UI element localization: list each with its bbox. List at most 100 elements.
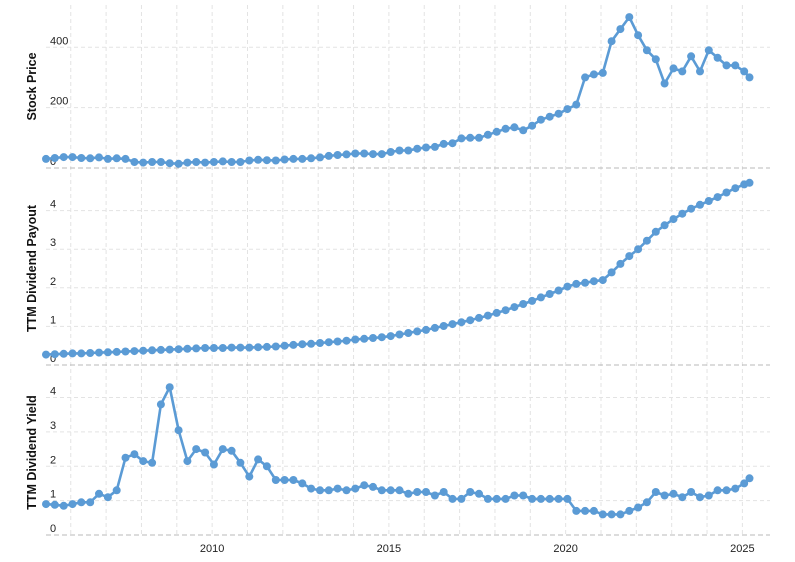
data-point <box>42 500 50 509</box>
data-point <box>59 349 68 358</box>
data-point <box>722 188 731 197</box>
data-point <box>254 455 263 464</box>
data-point <box>201 448 210 457</box>
data-point <box>316 153 324 162</box>
data-point <box>254 343 263 352</box>
data-point <box>280 341 289 350</box>
data-point <box>501 306 510 315</box>
data-point <box>634 31 643 40</box>
data-point <box>589 506 598 515</box>
data-point <box>333 151 342 159</box>
y-tick-label: 2 <box>50 276 56 288</box>
data-point <box>156 400 165 409</box>
data-point <box>360 481 369 490</box>
data-point <box>581 506 590 515</box>
data-point <box>492 494 501 503</box>
data-point <box>148 158 157 166</box>
data-point <box>616 25 625 34</box>
data-point <box>395 146 404 155</box>
data-point <box>457 134 466 143</box>
data-point <box>563 494 572 503</box>
data-point <box>77 154 86 162</box>
data-point <box>545 494 554 503</box>
data-point <box>227 343 236 352</box>
data-point <box>130 347 139 356</box>
data-point <box>377 333 386 342</box>
data-point <box>174 345 183 354</box>
data-point <box>342 336 351 345</box>
data-point <box>572 279 581 288</box>
y-tick-label: 0 <box>50 156 56 168</box>
data-point <box>536 293 545 302</box>
data-point <box>68 500 77 509</box>
data-point <box>316 339 324 347</box>
data-point <box>598 68 607 77</box>
data-point <box>324 338 333 347</box>
data-point <box>307 154 316 163</box>
data-point <box>413 144 422 153</box>
data-point <box>298 340 307 349</box>
data-point <box>103 348 112 357</box>
data-point <box>448 494 457 503</box>
data-point <box>50 154 59 162</box>
data-point <box>669 64 678 73</box>
data-point <box>501 124 510 133</box>
data-point <box>156 158 165 166</box>
data-point <box>395 486 404 495</box>
data-point <box>192 158 201 166</box>
data-point <box>651 55 660 64</box>
data-point <box>439 139 448 148</box>
data-point <box>745 73 754 82</box>
data-point <box>651 488 660 496</box>
data-point <box>696 200 704 209</box>
data-point <box>174 426 183 435</box>
series-line <box>45 385 751 516</box>
panel-2: 0 1 2 3 4 TTM Dividend Payout <box>25 178 770 366</box>
data-point <box>333 484 342 493</box>
data-point <box>492 127 501 136</box>
data-point <box>395 330 404 339</box>
data-point <box>236 343 245 352</box>
data-point <box>572 100 581 109</box>
data-point <box>554 494 563 503</box>
data-point <box>192 445 201 454</box>
data-point <box>722 486 731 495</box>
data-point <box>430 491 439 500</box>
data-point <box>174 159 183 168</box>
data-point <box>86 349 95 357</box>
data-point <box>262 156 271 165</box>
data-point <box>139 457 148 466</box>
y-tick-label: 200 <box>50 96 68 108</box>
data-point <box>112 486 121 495</box>
data-point <box>227 446 236 455</box>
data-point <box>351 149 360 158</box>
panel-1: 0 200 400 Stock Price <box>25 13 770 169</box>
data-point <box>236 458 245 467</box>
x-tick-label: 2025 <box>730 543 754 555</box>
data-point <box>704 197 713 205</box>
data-point <box>510 491 519 500</box>
data-point <box>634 245 643 254</box>
data-point <box>731 184 740 193</box>
data-point <box>245 343 254 352</box>
data-point <box>386 486 395 495</box>
data-point <box>165 383 174 392</box>
data-point <box>448 320 457 329</box>
data-point <box>466 488 475 496</box>
data-point <box>439 322 448 330</box>
data-point <box>333 337 342 346</box>
data-point <box>404 329 413 337</box>
data-point <box>68 153 77 162</box>
vertical-gridlines <box>70 5 743 535</box>
data-point <box>572 506 581 515</box>
data-point <box>386 148 395 156</box>
data-point <box>745 178 754 187</box>
data-point <box>59 153 68 162</box>
data-point <box>616 259 625 268</box>
data-point <box>103 154 112 163</box>
data-point <box>139 158 148 167</box>
data-point <box>536 494 545 503</box>
data-point <box>616 510 625 519</box>
data-point <box>121 347 130 356</box>
